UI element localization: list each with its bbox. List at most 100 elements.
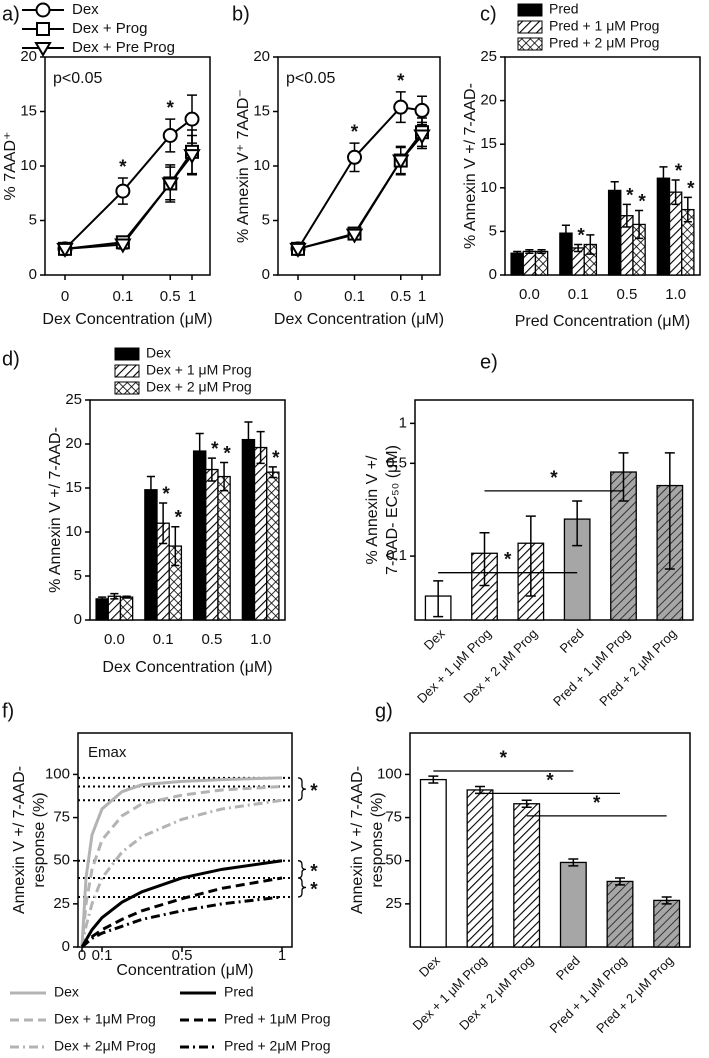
error-bar <box>268 466 277 479</box>
panel-label: f) <box>2 700 14 722</box>
y-tick-label: 20 <box>20 48 37 65</box>
x-tick-label: 0.5 <box>201 631 222 648</box>
y-tick-label: 1 <box>399 414 407 431</box>
y-tick-label: 15 <box>65 479 82 496</box>
error-bar <box>561 224 570 242</box>
brace <box>297 860 307 879</box>
series-line <box>80 876 283 948</box>
bar <box>656 177 671 276</box>
error-bar <box>671 179 680 206</box>
legend-marker <box>34 42 52 57</box>
error-bar <box>525 248 534 254</box>
brace <box>297 877 307 898</box>
bar <box>241 438 256 621</box>
legend-label: Pred + 2 μM Prog <box>549 35 659 51</box>
y-axis-label: % Annexin V +/ <box>364 455 381 565</box>
x-axis-label: Concentration (μM) <box>116 962 253 979</box>
marker <box>115 183 131 199</box>
legend-label: Dex <box>72 1 99 18</box>
error-bar <box>610 180 619 200</box>
error-bar <box>479 531 490 587</box>
bar <box>513 803 541 948</box>
plot-frame <box>77 732 293 948</box>
x-tick-label: 0.5 <box>172 947 193 964</box>
y-tick-label: 0 <box>29 266 37 283</box>
bar <box>107 595 122 621</box>
y-axis-label: % Annexin V⁺ 7AAD⁻ <box>235 89 252 243</box>
marker <box>392 154 410 170</box>
x-axis-label: Dex Concentration (μM) <box>274 311 444 328</box>
y-tick-label: 0.5 <box>386 454 407 471</box>
bar <box>119 596 134 621</box>
x-tick-label: 1.0 <box>665 286 686 303</box>
y-axis-label: response (%) <box>369 792 386 887</box>
significance-star: * <box>119 157 127 178</box>
y-tick-label: 5 <box>262 211 270 228</box>
x-tick-label: 0.5 <box>160 288 181 305</box>
legend-swatch <box>517 20 543 34</box>
error-bar <box>574 243 583 253</box>
y-tick-label: 25 <box>65 391 82 408</box>
significance-star: * <box>167 98 175 119</box>
series-line <box>80 776 283 948</box>
error-bar <box>568 858 579 867</box>
significance-star: * <box>577 225 585 246</box>
x-tick-label: 0 <box>78 947 86 964</box>
y-tick-label: 50 <box>385 852 402 869</box>
bar <box>419 778 447 948</box>
legend-label: Dex + 1 μM Prog <box>146 362 252 378</box>
significance-star: * <box>310 879 318 900</box>
significance-star: * <box>162 484 170 505</box>
panel-label: e) <box>480 351 498 373</box>
legend-label: Pred + 1 μM Prog <box>549 18 659 34</box>
y-axis-label: % Annexin V +/ 7-AAD- <box>47 427 64 593</box>
y-tick-label: 15 <box>20 102 37 119</box>
x-tick-label: 0.1 <box>344 288 365 305</box>
x-tick-label: 0.1 <box>153 631 174 648</box>
annotation: p<0.05 <box>286 70 335 87</box>
brace <box>297 777 307 801</box>
significance-star: * <box>675 161 683 182</box>
x-tick-label: 0.1 <box>92 947 113 964</box>
y-tick-label: 10 <box>253 157 270 174</box>
y-axis-label: response (%) <box>31 792 48 887</box>
x-tick-label: 1 <box>418 288 426 305</box>
error-bar <box>98 596 107 602</box>
error-bar <box>664 452 675 570</box>
marker <box>184 111 200 127</box>
legend-marker <box>35 2 51 18</box>
significance-star: * <box>550 468 558 489</box>
y-tick-label: 15 <box>253 102 270 119</box>
bar <box>559 861 587 948</box>
y-tick-label: 20 <box>480 92 497 109</box>
bar <box>192 450 207 621</box>
bar <box>466 789 494 948</box>
significance-star: * <box>310 861 318 882</box>
bar <box>653 899 681 948</box>
error-bar <box>622 203 631 228</box>
bar <box>606 880 634 948</box>
marker <box>393 99 409 115</box>
y-tick-label: 0 <box>489 266 497 283</box>
significance-star: * <box>272 448 280 469</box>
x-tick-label: 0.1 <box>112 288 133 305</box>
marker <box>114 238 132 254</box>
y-tick-label: 20 <box>253 48 270 65</box>
error-bar <box>615 877 625 886</box>
legend-marker <box>36 22 50 36</box>
marker <box>56 242 74 258</box>
bar <box>522 250 537 276</box>
annotation: p<0.05 <box>53 70 102 87</box>
marker <box>347 149 363 165</box>
plot-frame <box>414 399 694 621</box>
significance-star: * <box>500 748 508 769</box>
series-line <box>80 785 283 948</box>
error-bar <box>220 461 229 492</box>
plot-frame <box>409 732 691 948</box>
significance-star: * <box>211 439 219 460</box>
error-bar <box>586 234 595 255</box>
x-tick-label: 1 <box>278 947 286 964</box>
error-bar <box>525 515 536 597</box>
